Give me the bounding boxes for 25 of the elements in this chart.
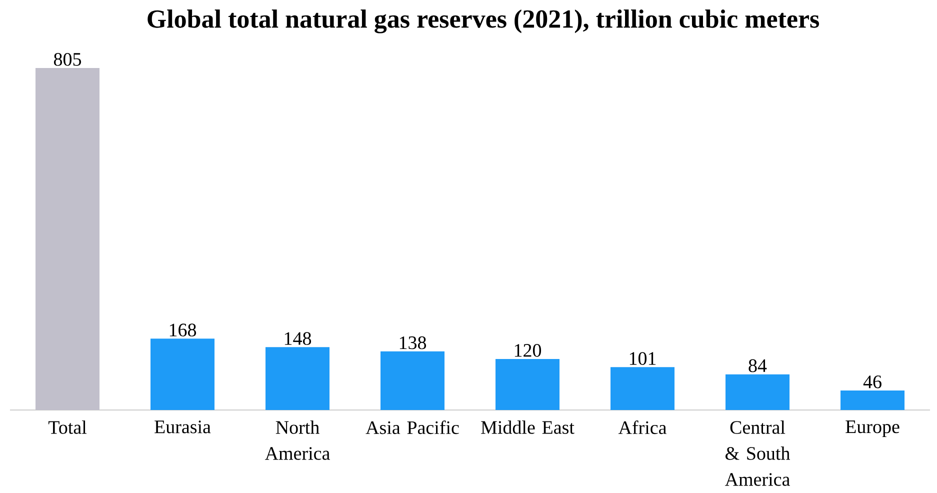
x-tick-label: Asia Pacific <box>366 420 459 434</box>
bar <box>150 338 215 410</box>
bar <box>36 68 100 410</box>
bar <box>726 374 790 410</box>
data-label: 120 <box>514 344 542 357</box>
bar <box>380 351 445 410</box>
chart-title: Global total natural gas reserves (2021), trillion cubic meters <box>148 10 820 34</box>
bar <box>266 347 330 410</box>
data-label: 138 <box>400 336 426 350</box>
bar <box>610 367 675 410</box>
x-tick-label: North America <box>264 420 330 460</box>
x-tick-label: Europe <box>846 420 900 438</box>
x-tick-label: Total <box>48 420 87 434</box>
bar <box>840 390 905 410</box>
x-tick-label: Central & South America <box>724 420 790 486</box>
data-label: 805 <box>54 52 82 66</box>
data-label: 101 <box>630 352 656 365</box>
data-label: 84 <box>748 359 767 372</box>
data-label: 46 <box>863 375 882 388</box>
data-label: 168 <box>170 324 196 336</box>
x-tick-label: Middle East <box>481 420 574 434</box>
bar <box>496 359 560 410</box>
x-tick-label: Eurasia <box>154 420 211 434</box>
data-label: 148 <box>284 332 312 345</box>
x-tick-label: Africa <box>618 420 667 434</box>
